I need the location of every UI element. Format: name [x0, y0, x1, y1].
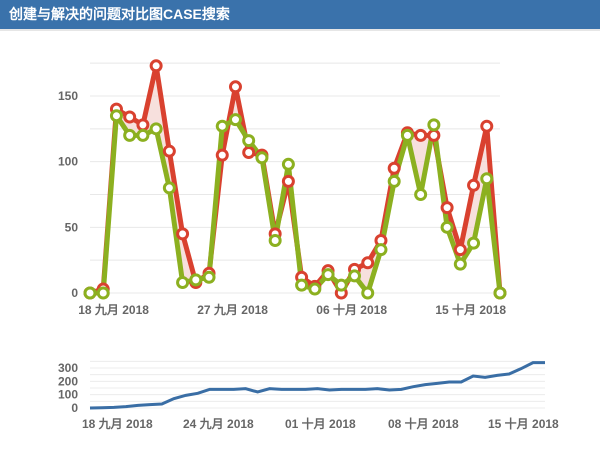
y-tick-label: 100 — [58, 155, 78, 169]
point-resolved — [361, 286, 375, 300]
point-created — [136, 118, 150, 132]
point-resolved — [202, 270, 216, 284]
x-tick-label: 27 九月 2018 — [197, 302, 268, 317]
x-tick-label: 06 十月 2018 — [316, 302, 387, 317]
point-resolved — [467, 236, 481, 250]
point-resolved — [123, 128, 137, 142]
point-resolved — [493, 286, 507, 300]
nav-x-tick-label: 01 十月 2018 — [285, 416, 356, 431]
point-resolved — [334, 278, 348, 292]
point-resolved — [176, 275, 190, 289]
nav-series-line — [89, 361, 545, 410]
point-resolved — [295, 278, 309, 292]
point-created — [361, 256, 375, 270]
point-resolved — [96, 286, 110, 300]
point-resolved — [321, 268, 335, 282]
point-resolved — [374, 243, 388, 257]
y-tick-label: 150 — [58, 89, 78, 103]
point-resolved — [136, 128, 150, 142]
y-tick-label: 0 — [71, 286, 78, 300]
nav-y-tick-label: 100 — [58, 388, 78, 402]
point-created — [281, 174, 295, 188]
point-resolved — [215, 119, 229, 133]
point-resolved — [348, 269, 362, 283]
nav-y-tick-label: 0 — [71, 401, 78, 415]
point-resolved — [453, 257, 467, 271]
point-resolved — [281, 157, 295, 171]
nav-x-tick-label: 24 九月 2018 — [183, 416, 254, 431]
point-created — [440, 201, 454, 215]
point-created — [480, 119, 494, 133]
panel-title: 创建与解决的问题对比图CASE搜索 — [0, 0, 600, 29]
point-resolved — [387, 174, 401, 188]
point-resolved — [268, 233, 282, 247]
point-created — [453, 243, 467, 257]
point-resolved — [149, 122, 163, 136]
point-created — [162, 144, 176, 158]
point-resolved — [109, 109, 123, 123]
point-created — [228, 80, 242, 94]
point-created — [123, 110, 137, 124]
point-created — [149, 59, 163, 73]
point-resolved — [414, 188, 428, 201]
point-created — [176, 227, 190, 241]
nav-x-tick-label: 18 九月 2018 — [82, 416, 153, 431]
title-divider — [0, 29, 600, 31]
point-resolved — [255, 151, 269, 165]
point-created — [387, 161, 401, 175]
nav-y-tick-label: 300 — [58, 361, 78, 375]
x-tick-label: 15 十月 2018 — [435, 302, 506, 317]
nav-x-tick-label: 15 十月 2018 — [488, 416, 559, 431]
point-created — [427, 128, 441, 142]
y-tick-label: 50 — [65, 220, 79, 234]
point-created — [467, 178, 481, 192]
point-resolved — [427, 118, 441, 132]
nav-x-tick-label: 08 十月 2018 — [388, 416, 459, 431]
point-created — [414, 128, 428, 142]
series-line-resolved — [90, 113, 503, 296]
x-tick-label: 18 九月 2018 — [78, 302, 149, 317]
point-resolved — [400, 128, 414, 142]
nav-y-tick-label: 200 — [58, 374, 78, 388]
point-resolved — [83, 286, 97, 300]
point-created — [242, 145, 256, 159]
point-resolved — [242, 134, 256, 148]
point-resolved — [480, 172, 494, 186]
point-resolved — [162, 181, 176, 195]
point-created — [215, 148, 229, 162]
point-resolved — [228, 113, 242, 127]
point-resolved — [440, 220, 454, 234]
point-resolved — [308, 282, 322, 296]
point-resolved — [189, 273, 203, 287]
